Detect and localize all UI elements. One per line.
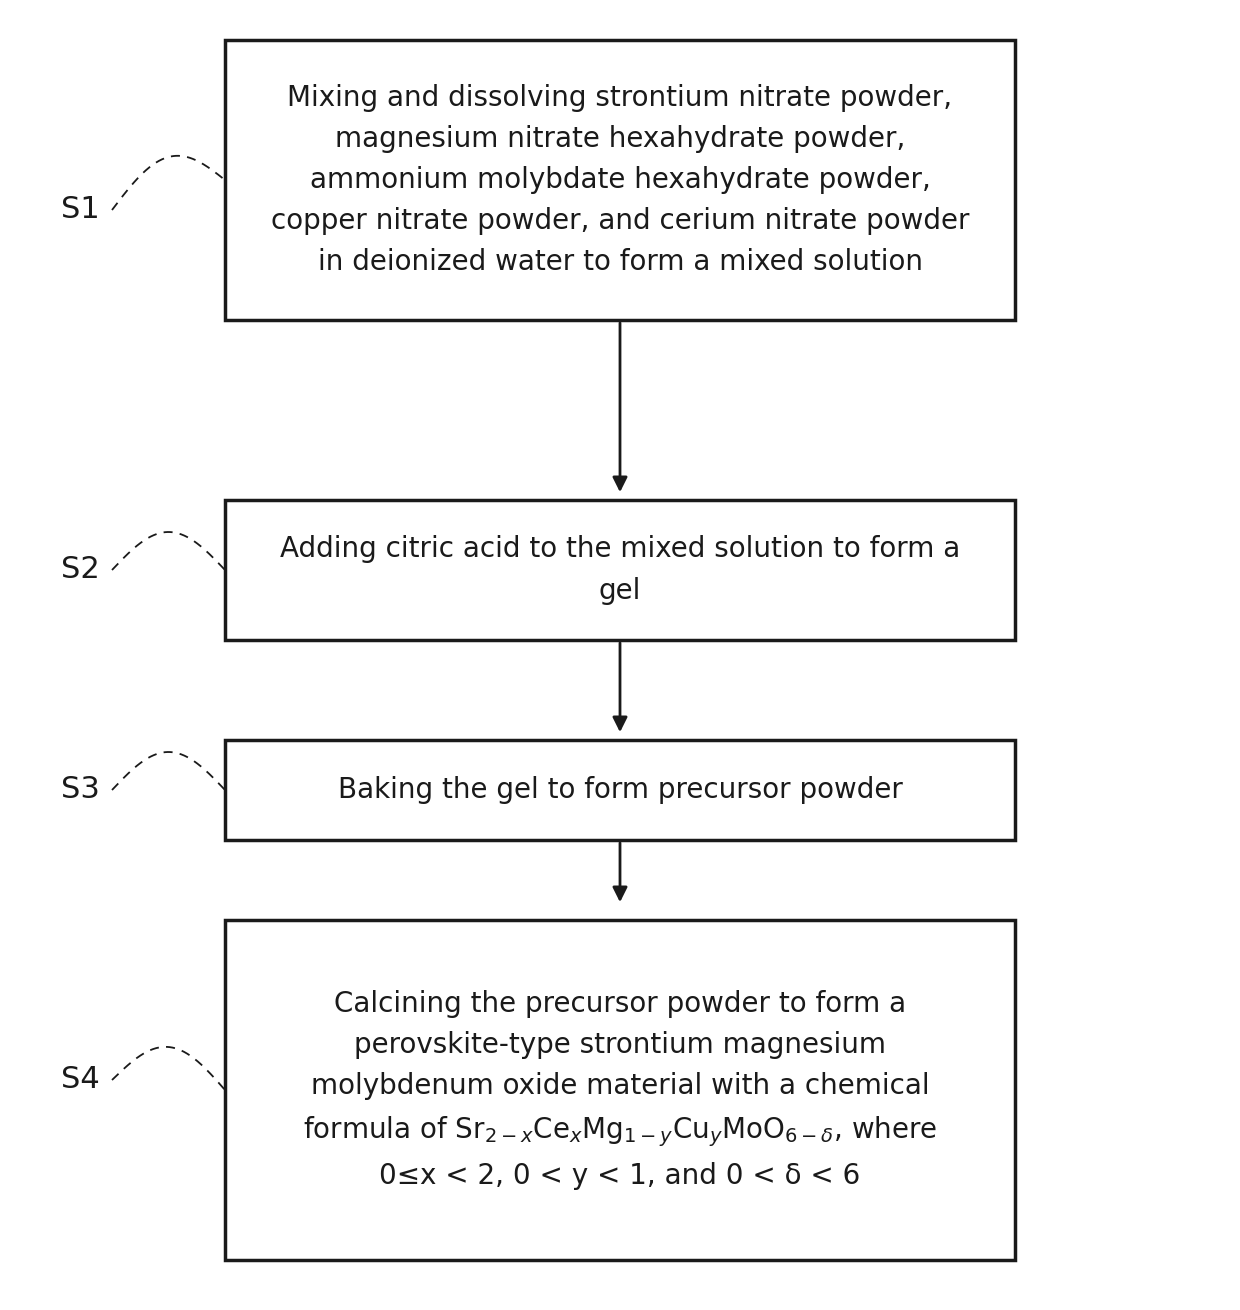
Text: S4: S4 [61, 1065, 99, 1094]
Bar [224, 740, 1016, 840]
Bar [224, 500, 1016, 641]
Bar [224, 41, 1016, 320]
Bar [224, 920, 1016, 1260]
Text: S3: S3 [61, 776, 99, 804]
Text: Calcining the precursor powder to form a
perovskite-type strontium magnesium
mol: Calcining the precursor powder to form a… [303, 990, 937, 1191]
Text: Adding citric acid to the mixed solution to form a
gel: Adding citric acid to the mixed solution… [280, 536, 960, 605]
Text: S2: S2 [61, 555, 99, 584]
Text: Mixing and dissolving strontium nitrate powder,
magnesium nitrate hexahydrate po: Mixing and dissolving strontium nitrate … [270, 84, 970, 276]
Text: Baking the gel to form precursor powder: Baking the gel to form precursor powder [337, 776, 903, 804]
Text: S1: S1 [61, 195, 99, 224]
